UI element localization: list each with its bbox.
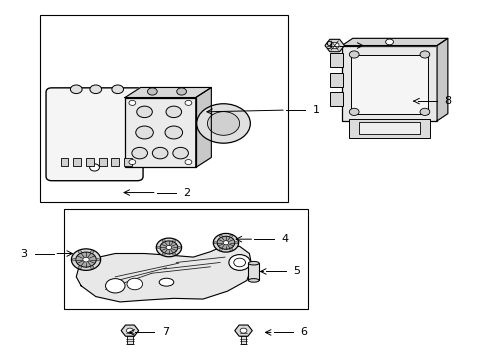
Polygon shape xyxy=(436,39,447,121)
Bar xyxy=(124,158,132,166)
Circle shape xyxy=(76,252,96,267)
Circle shape xyxy=(240,328,246,333)
Circle shape xyxy=(78,266,81,269)
Text: 9: 9 xyxy=(325,41,331,50)
Circle shape xyxy=(196,104,250,143)
Text: 1: 1 xyxy=(312,105,319,115)
Circle shape xyxy=(233,258,245,267)
Bar xyxy=(329,53,343,67)
Circle shape xyxy=(213,233,238,252)
Bar xyxy=(248,263,259,280)
Bar xyxy=(99,158,106,166)
Circle shape xyxy=(385,39,393,45)
Circle shape xyxy=(229,248,232,251)
Circle shape xyxy=(72,258,76,261)
Text: 6: 6 xyxy=(300,327,307,337)
Ellipse shape xyxy=(159,278,173,286)
Circle shape xyxy=(129,100,136,105)
Bar xyxy=(64,209,307,309)
Polygon shape xyxy=(76,246,251,302)
Circle shape xyxy=(228,255,250,270)
Circle shape xyxy=(172,240,175,242)
Circle shape xyxy=(78,251,81,253)
Circle shape xyxy=(126,328,133,333)
Circle shape xyxy=(160,241,178,254)
Circle shape xyxy=(166,246,171,249)
Circle shape xyxy=(219,248,222,251)
Text: 2: 2 xyxy=(183,188,190,198)
Circle shape xyxy=(96,258,100,261)
Text: 4: 4 xyxy=(281,234,287,244)
Circle shape xyxy=(90,85,102,94)
Circle shape xyxy=(184,159,191,165)
Circle shape xyxy=(330,42,338,49)
Circle shape xyxy=(217,236,234,249)
Circle shape xyxy=(419,108,429,116)
Text: 5: 5 xyxy=(293,266,300,276)
Circle shape xyxy=(165,106,181,118)
Circle shape xyxy=(90,251,94,253)
Circle shape xyxy=(223,241,228,245)
Bar xyxy=(329,92,343,107)
Text: 3: 3 xyxy=(20,248,27,258)
Circle shape xyxy=(219,235,222,237)
Bar xyxy=(40,15,288,202)
Circle shape xyxy=(112,85,123,94)
Text: 8: 8 xyxy=(444,96,450,106)
Circle shape xyxy=(176,88,186,95)
Circle shape xyxy=(82,257,89,262)
Circle shape xyxy=(90,266,94,269)
Circle shape xyxy=(164,126,182,139)
Circle shape xyxy=(129,159,136,165)
Circle shape xyxy=(89,164,99,171)
Circle shape xyxy=(105,279,125,293)
Bar xyxy=(350,55,427,114)
Circle shape xyxy=(178,246,181,248)
Bar xyxy=(73,158,81,166)
Polygon shape xyxy=(341,39,447,45)
Circle shape xyxy=(136,126,153,139)
Bar xyxy=(240,330,246,344)
Ellipse shape xyxy=(248,261,259,265)
Circle shape xyxy=(348,51,358,58)
Circle shape xyxy=(214,242,217,244)
Ellipse shape xyxy=(248,279,259,282)
Text: 7: 7 xyxy=(161,327,168,337)
Bar xyxy=(111,158,119,166)
Bar xyxy=(86,158,94,166)
Polygon shape xyxy=(125,87,211,98)
Bar xyxy=(127,330,133,344)
Circle shape xyxy=(229,235,232,237)
Circle shape xyxy=(172,253,175,255)
Circle shape xyxy=(419,51,429,58)
Circle shape xyxy=(172,147,188,159)
Circle shape xyxy=(162,240,165,242)
Bar xyxy=(341,45,436,121)
FancyBboxPatch shape xyxy=(46,88,143,181)
Bar xyxy=(125,98,195,167)
Bar xyxy=(358,122,419,134)
Circle shape xyxy=(152,147,167,159)
Bar xyxy=(329,73,343,87)
Polygon shape xyxy=(195,87,211,167)
Circle shape xyxy=(132,147,147,159)
Circle shape xyxy=(147,88,157,95)
Circle shape xyxy=(184,100,191,105)
Circle shape xyxy=(156,238,181,257)
Bar xyxy=(348,120,429,138)
Circle shape xyxy=(71,249,101,270)
Circle shape xyxy=(234,242,237,244)
Circle shape xyxy=(70,85,82,94)
Circle shape xyxy=(127,278,142,290)
Circle shape xyxy=(207,112,239,135)
Circle shape xyxy=(348,108,358,116)
Circle shape xyxy=(157,246,160,248)
Bar xyxy=(61,158,68,166)
Circle shape xyxy=(137,106,152,118)
Circle shape xyxy=(162,253,165,255)
